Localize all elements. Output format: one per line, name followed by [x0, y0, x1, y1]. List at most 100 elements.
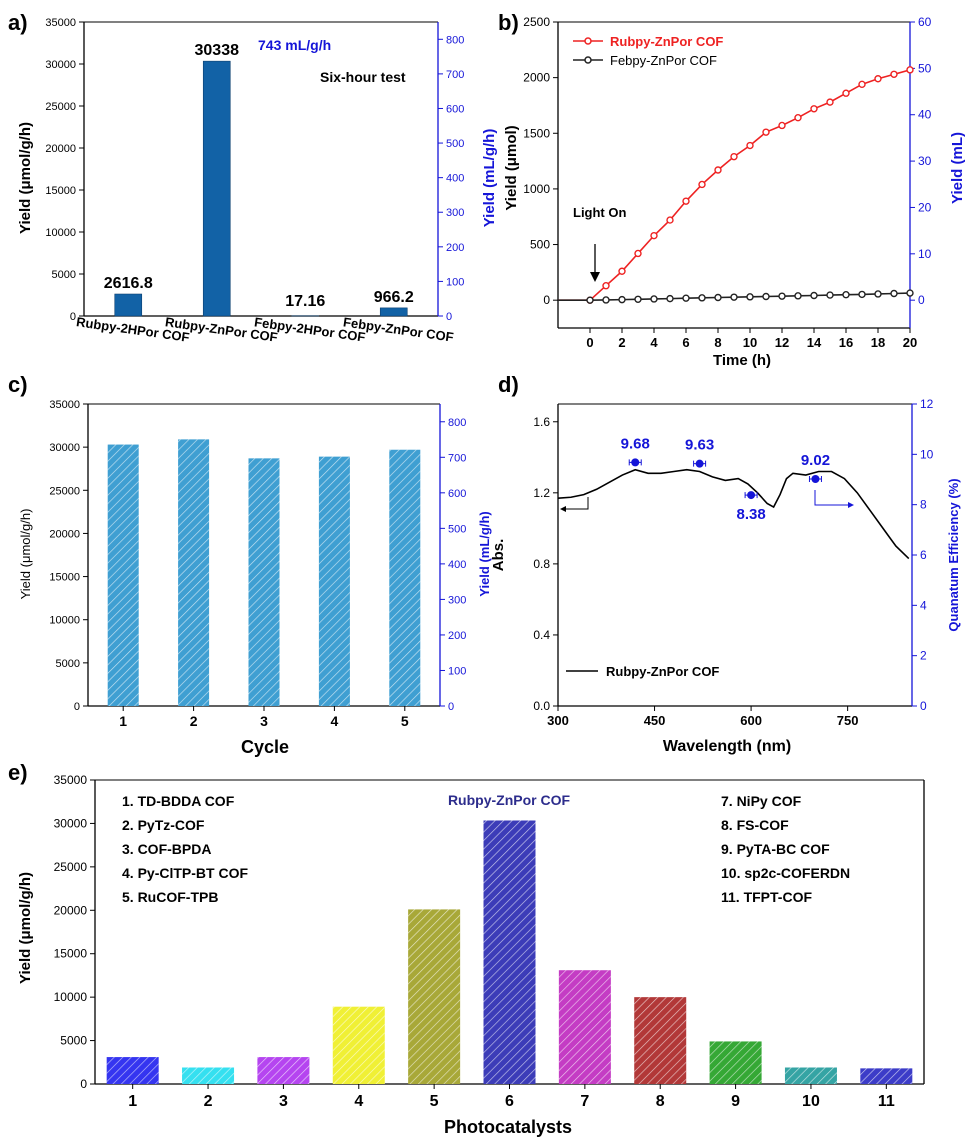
- bar-c-hatch: [107, 444, 139, 706]
- y-tick-label: 35000: [54, 773, 88, 787]
- series-point: [874, 75, 882, 83]
- series-point: [874, 290, 882, 298]
- chart-b-axes: 0 500 1000 1500 2000 2500 0 10 20 30 40 50 60 0 2 4 6 8 10…: [523, 15, 931, 350]
- y2-tick-label: 500: [446, 138, 464, 150]
- x-tick-label: 4: [650, 335, 658, 350]
- series-point: [762, 292, 770, 301]
- legend-label-rubpy: Rubpy-ZnPor COF: [610, 34, 723, 49]
- chart-d-axis-arrows: [560, 490, 854, 512]
- chart-d-y2label: Quanatum Efficiency (%): [946, 478, 961, 631]
- series-point: [650, 231, 658, 240]
- series-point: [634, 249, 642, 258]
- bar-a-value-label: 966.2: [374, 289, 414, 306]
- y2-tick-label: 300: [446, 207, 464, 219]
- series-point: [618, 267, 626, 275]
- y-tick-label: 20000: [54, 903, 88, 917]
- y2-tick-label: 700: [446, 69, 464, 81]
- chart-e-highlight: Rubpy-ZnPor COF: [448, 792, 571, 808]
- chart-c-ylabel: Yield (μmol/g/h): [18, 509, 33, 600]
- chart-c: 0 5000 10000 15000 20000 25000 30000 35000 0 100 2…: [18, 399, 492, 757]
- y2-tick-label: 60: [918, 15, 932, 29]
- bar-a-value-label: 2616.8: [104, 275, 153, 292]
- y-tick-label: 500: [530, 238, 550, 252]
- x-tick-label: 1: [119, 713, 127, 729]
- x-tick-label: 450: [644, 713, 666, 728]
- chart-b-light-on: Light On: [573, 205, 626, 220]
- y2-tick-label: 20: [918, 200, 932, 214]
- y-tick-label: 10000: [54, 990, 88, 1004]
- series-point: [794, 292, 802, 300]
- y2-tick-label: 10: [920, 447, 934, 461]
- chart-d-legend: Rubpy-ZnPor COF: [566, 664, 719, 679]
- series-point: [730, 152, 738, 161]
- series-point: [794, 113, 802, 122]
- y2-tick-label: 100: [446, 276, 464, 288]
- y-tick-label: 0: [74, 701, 80, 713]
- x-tick-label: 6: [682, 335, 689, 350]
- chart-e-bars: 1 2 3 4 5 6 7 8 9 10 11: [106, 820, 913, 1110]
- x-tick-label: 7: [580, 1093, 589, 1110]
- chart-c-axes: 0 5000 10000 15000 20000 25000 30000 35000 0 100 2…: [49, 399, 466, 713]
- y-tick-label: 15000: [49, 572, 80, 584]
- series-point: [714, 166, 722, 174]
- y2-tick-label: 400: [446, 173, 464, 185]
- series-point: [778, 121, 786, 130]
- y2-tick-label: 2: [920, 649, 927, 663]
- series-point: [746, 141, 754, 150]
- key-item-8: 8. FS-COF: [721, 817, 789, 833]
- y2-tick-label: 400: [448, 559, 466, 571]
- chart-a-axes: 0 5000 10000 15000 20000 25000 30000 35000 0 100 2…: [45, 17, 464, 323]
- chart-b-light-arrowhead: [590, 272, 600, 282]
- y-tick-label: 0: [80, 1077, 87, 1091]
- y-tick-label: 15000: [45, 185, 76, 197]
- y-tick-label: 2500: [523, 15, 550, 29]
- x-tick-label: 4: [354, 1093, 363, 1110]
- qe-point-label: 9.63: [685, 437, 714, 454]
- x-tick-label: 6: [505, 1093, 514, 1110]
- y-tick-label: 30000: [45, 59, 76, 71]
- y2-tick-label: 12: [920, 397, 934, 411]
- chart-a-annotation-test: Six-hour test: [320, 69, 406, 85]
- bar-a-4: [379, 307, 408, 317]
- chart-b-ylabel: Yield (μmol): [503, 125, 520, 210]
- y2-tick-label: 4: [920, 598, 927, 612]
- bar-e-hatch: [709, 1041, 762, 1084]
- bar-c-hatch: [248, 458, 280, 706]
- y-tick-label: 25000: [45, 101, 76, 113]
- x-tick-label: 5: [430, 1093, 439, 1110]
- series-point: [906, 289, 914, 297]
- chart-a-ylabel: Yield (μmol/g/h): [17, 122, 34, 234]
- x-tick-label: 14: [807, 335, 822, 350]
- y2-tick-label: 0: [920, 699, 927, 713]
- y2-tick-label: 800: [448, 417, 466, 429]
- series-point: [666, 216, 674, 224]
- legend-marker-red: [584, 37, 592, 45]
- y-tick-label: 5000: [52, 269, 76, 281]
- series-point: [602, 282, 610, 290]
- key-item-11: 11. TFPT-COF: [721, 889, 812, 905]
- series-line-1: [558, 69, 911, 301]
- y2-tick-label: 40: [918, 108, 932, 122]
- chart-d-ylabel: Abs.: [490, 539, 507, 572]
- bar-e-hatch: [784, 1067, 837, 1084]
- x-tick-label: 300: [547, 713, 569, 728]
- series-point: [826, 291, 834, 299]
- series-point: [698, 294, 706, 302]
- y2-tick-label: 200: [448, 630, 466, 642]
- y-tick-label: 2000: [523, 71, 550, 85]
- y-tick-label: 15000: [54, 947, 88, 961]
- x-tick-label: 3: [279, 1093, 288, 1110]
- panel-label-c: c): [8, 372, 28, 397]
- y2-tick-label: 500: [448, 523, 466, 535]
- chart-d-legend-label: Rubpy-ZnPor COF: [606, 664, 719, 679]
- bar-e-hatch: [860, 1068, 913, 1084]
- bar-a-2: [202, 60, 231, 317]
- key-item-10: 10. sp2c-COFERDN: [721, 865, 850, 881]
- y2-tick-label: 300: [448, 594, 466, 606]
- x-tick-label: 8: [656, 1093, 665, 1110]
- y2-tick-label: 50: [918, 61, 932, 75]
- y2-tick-label: 700: [448, 452, 466, 464]
- bar-c-hatch: [389, 449, 421, 706]
- bar-c-hatch: [318, 456, 350, 706]
- chart-a: 0500010000150002000025000300003500001002…: [17, 17, 498, 345]
